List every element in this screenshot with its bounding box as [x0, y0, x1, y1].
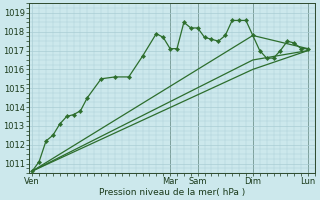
X-axis label: Pression niveau de la mer( hPa ): Pression niveau de la mer( hPa ) — [99, 188, 245, 197]
